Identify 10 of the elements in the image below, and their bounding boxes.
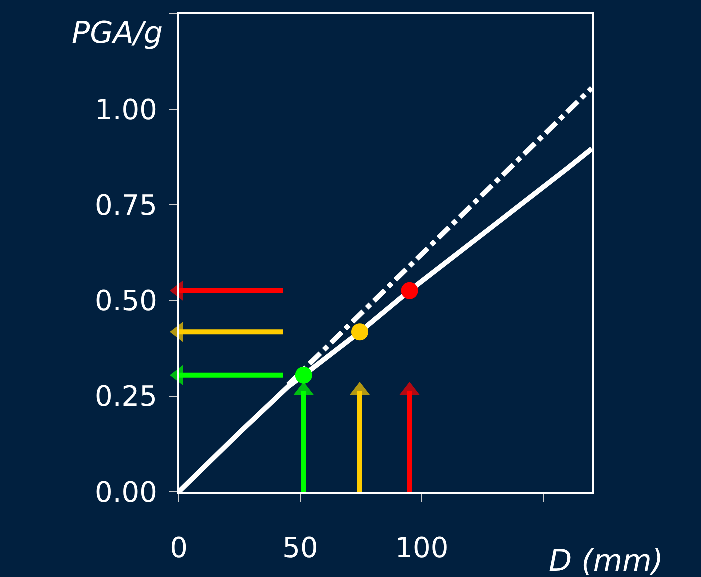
y-tick-label: 0.75	[95, 189, 158, 222]
y-tick-label: 1.00	[95, 93, 158, 126]
y-tick-label: 0.50	[95, 284, 158, 318]
y-axis-title: PGA/g	[72, 16, 164, 51]
y-tick-label: 0.00	[95, 476, 158, 509]
x-tick-label: 50	[282, 532, 318, 565]
y-tick-label: 0.25	[95, 380, 158, 414]
x-axis-title: D (mm)	[549, 544, 664, 577]
x-tick-label: 0	[170, 532, 188, 565]
x-tick-label: 100	[395, 532, 449, 565]
